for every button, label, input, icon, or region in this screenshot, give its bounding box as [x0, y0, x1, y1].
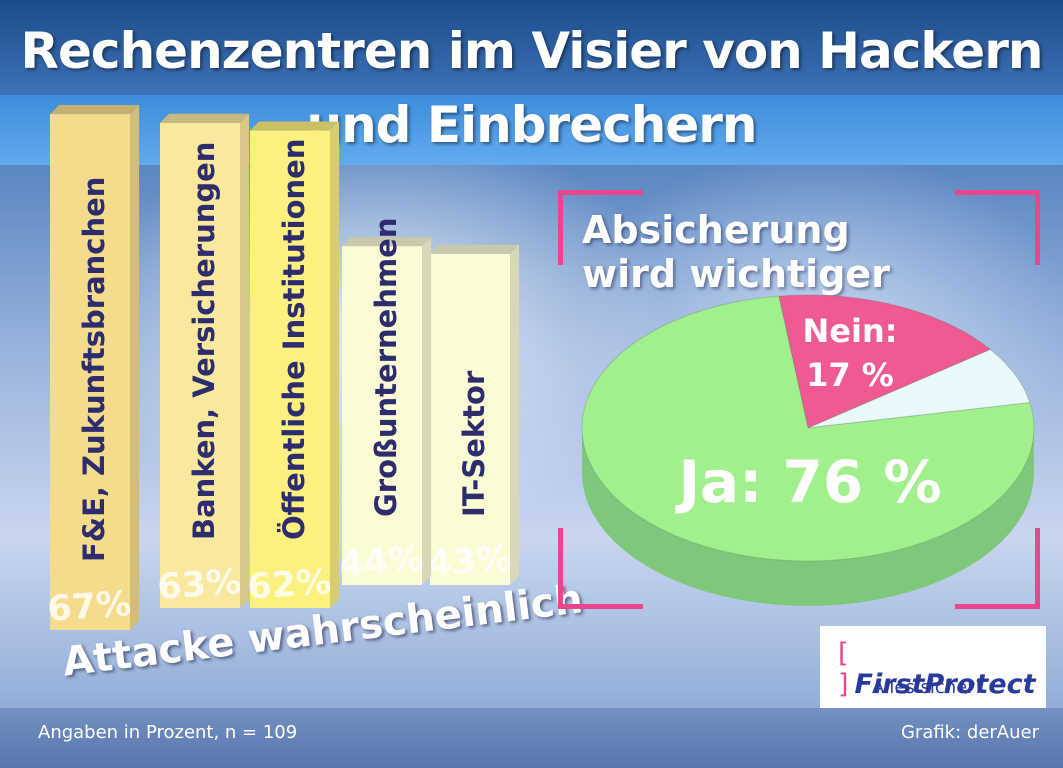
page-title: Rechenzentren im Visier von Hackern und …	[20, 22, 1044, 154]
bar-value-1: 67%	[46, 584, 132, 630]
bar-label-2: Banken, Versicherungen	[187, 142, 221, 540]
footer-credit: Grafik: derAuer	[900, 722, 1039, 743]
frame-corner-top-right	[955, 190, 1040, 265]
frame-corner-bottom-left	[558, 528, 643, 609]
pie-slice-ja	[581, 295, 1035, 562]
bar-label-4: Großunternehmen	[369, 217, 403, 517]
logo-name-row: [ ] FirstProtect	[838, 638, 1046, 700]
bar-top-4	[342, 237, 432, 247]
footer-band	[0, 708, 1063, 768]
bar-side-3	[330, 121, 340, 608]
bracket-icon: [ ]	[838, 638, 849, 700]
bar-value-4: 44%	[338, 539, 424, 585]
bar-top-1	[50, 105, 140, 115]
pie-value-nein: 17 %	[806, 356, 894, 394]
pie-label-ja: Ja: 76 %	[674, 448, 941, 516]
bar-5	[430, 253, 510, 585]
pie-chart-title: Absicherung wird wichtiger	[582, 208, 890, 296]
bar-side-5	[510, 244, 520, 586]
frame-corner-bottom-right	[955, 528, 1040, 609]
bar-label-5: IT-Sektor	[457, 370, 491, 517]
footer-source-note: Angaben in Prozent, n = 109	[38, 722, 298, 743]
pie-slice-rest	[807, 348, 1031, 429]
frame-corner-top-left	[558, 190, 643, 265]
bar-4	[342, 246, 422, 585]
bar-2	[160, 122, 240, 609]
pie-slice-side-ja	[582, 428, 1034, 606]
bar-side-1	[130, 105, 140, 630]
bar-value-5: 43%	[426, 539, 512, 585]
pie-label-nein: Nein:	[802, 312, 897, 350]
bar-3	[250, 130, 330, 608]
bar-side-2	[240, 113, 250, 609]
logo-tagline: Alles sicher!	[872, 677, 982, 698]
bar-label-3: Öffentliche Institutionen	[277, 139, 311, 541]
title-band	[0, 0, 1063, 100]
bar-1	[50, 114, 130, 631]
bar-side-4	[422, 237, 432, 585]
logo-name: FirstProtect	[854, 669, 1036, 700]
bar-top-3	[250, 121, 340, 131]
bar-top-5	[430, 244, 520, 254]
bar-value-2: 63%	[156, 562, 242, 608]
bar-top-2	[160, 113, 250, 123]
bar-value-3: 62%	[246, 562, 332, 608]
bar-label-1: F&E, Zukunftsbranchen	[77, 177, 111, 562]
logo: [ ] FirstProtect Alles sicher!	[820, 626, 1046, 708]
pie-slice-nein	[778, 294, 992, 429]
